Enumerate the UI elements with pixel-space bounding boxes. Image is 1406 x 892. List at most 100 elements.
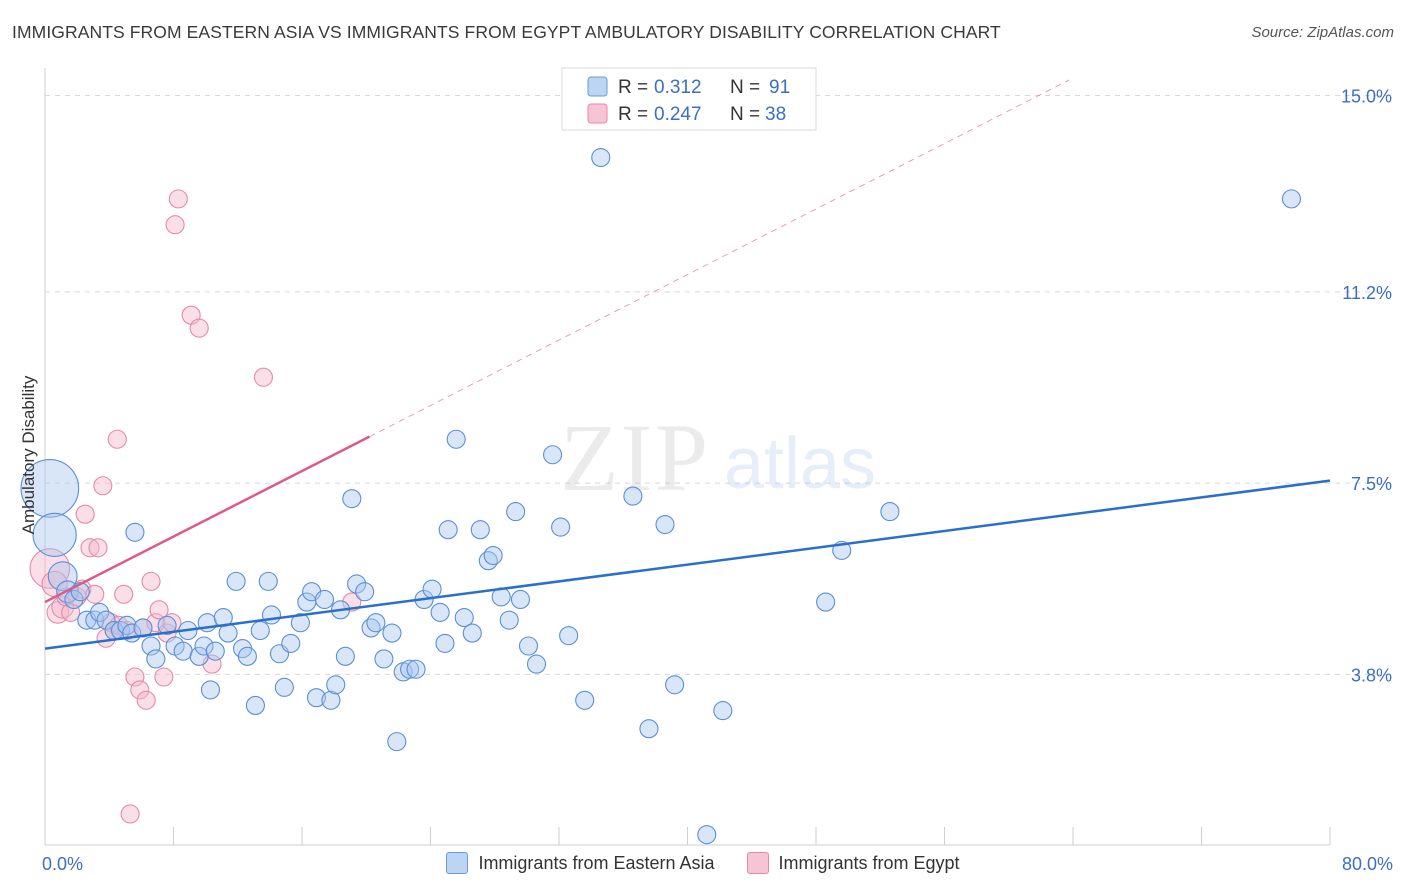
eastern-asia-point-90	[1281, 189, 1301, 209]
eastern-asia-point-38	[281, 633, 301, 653]
y-tick-label-2: 11.2%	[1342, 283, 1392, 303]
legend-n-label-blue: N =	[730, 77, 760, 98]
eastern-asia-point-50	[355, 582, 375, 602]
legend-label-egypt: Immigrants from Egypt	[778, 852, 960, 873]
egypt-point-8	[75, 504, 95, 524]
eastern-asia-point-71	[499, 610, 519, 630]
eastern-asia-point-75	[526, 654, 547, 674]
eastern-asia-point-53	[374, 649, 394, 669]
x-tick-labels: 0.0% 80.0%	[42, 854, 1393, 874]
egypt-point-17	[114, 584, 134, 604]
eastern-asia-point-77	[551, 517, 571, 537]
y-tick-label-1: 7.5%	[1351, 474, 1392, 494]
trend-line-egypt	[44, 435, 371, 604]
trend-line-eastern-asia	[44, 479, 1331, 650]
eastern-asia-point-54	[382, 623, 402, 643]
eastern-asia-point-44	[321, 690, 341, 710]
eastern-asia-point-85	[697, 825, 717, 845]
legend-swatch-pink	[587, 103, 608, 124]
eastern-asia-point-27	[213, 608, 233, 628]
eastern-asia-point-69	[483, 545, 503, 566]
egypt-point-35	[253, 367, 274, 387]
eastern-asia-point-84	[665, 675, 685, 695]
legend-item-eastern-asia: Immigrants from Eastern Asia	[446, 852, 715, 874]
eastern-asia-point-42	[306, 688, 327, 708]
eastern-asia-point-39	[290, 613, 310, 633]
eastern-asia-point-86	[713, 701, 733, 721]
egypt-point-12	[93, 476, 113, 496]
legend-r-value-blue: 0.312	[654, 77, 702, 98]
eastern-asia-point-31	[237, 646, 257, 666]
egypt-point-11	[88, 538, 108, 558]
watermark: ZIP atlas	[560, 404, 876, 511]
eastern-asia-point-33	[250, 620, 270, 641]
eastern-asia-point-0	[20, 458, 80, 518]
eastern-asia-point-57	[400, 659, 420, 679]
eastern-asia-point-16	[141, 636, 161, 656]
eastern-asia-point-76	[543, 445, 563, 465]
legend-n-value-blue: 91	[769, 77, 790, 98]
trend-line-egypt-extension	[369, 79, 1070, 438]
eastern-asia-point-43	[314, 589, 335, 610]
egypt-point-30	[165, 215, 185, 235]
legend-r-label-pink: R =	[618, 104, 648, 125]
eastern-asia-point-29	[226, 571, 246, 591]
egypt-point-9	[80, 538, 100, 558]
eastern-asia-point-49	[347, 574, 367, 594]
eastern-asia-point-20	[173, 641, 193, 661]
eastern-asia-point-32	[245, 695, 265, 715]
eastern-asia-point-9	[96, 610, 116, 630]
egypt-point-27	[154, 667, 174, 687]
eastern-asia-point-28	[218, 623, 238, 643]
eastern-asia-point-74	[518, 636, 539, 656]
eastern-asia-point-60	[422, 579, 442, 599]
legend-label-eastern-asia: Immigrants from Eastern Asia	[478, 852, 715, 873]
series-eastern-asia-points	[20, 147, 1301, 845]
egypt-point-23	[136, 690, 156, 710]
y-axis-label: Ambulatory Disability	[19, 375, 38, 534]
eastern-asia-point-87	[816, 592, 836, 612]
eastern-asia-point-72	[506, 502, 526, 522]
source-credit: Source: ZipAtlas.com	[1251, 24, 1394, 41]
eastern-asia-point-66	[462, 623, 482, 643]
eastern-asia-point-2	[47, 561, 78, 592]
eastern-asia-point-61	[430, 602, 450, 622]
watermark-zip: ZIP	[560, 404, 710, 511]
legend-item-egypt: Immigrants from Egypt	[746, 852, 960, 874]
eastern-asia-point-18	[157, 615, 177, 635]
eastern-asia-point-81	[623, 486, 643, 506]
trend-lines	[44, 79, 1331, 650]
eastern-asia-point-78	[559, 626, 579, 646]
eastern-asia-point-67	[470, 520, 490, 540]
eastern-asia-point-82	[639, 719, 659, 739]
egypt-point-20	[125, 667, 145, 687]
chart-title: IMMIGRANTS FROM EASTERN ASIA VS IMMIGRAN…	[12, 22, 1001, 42]
eastern-asia-point-83	[655, 514, 675, 535]
bottom-legend: Immigrants from Eastern Asia Immigrants …	[0, 852, 1406, 874]
eastern-asia-point-79	[575, 690, 595, 710]
series-egypt-points	[29, 189, 362, 824]
eastern-asia-point-8	[90, 602, 110, 622]
axes	[44, 68, 1331, 846]
eastern-asia-point-34	[258, 571, 278, 591]
egypt-point-24	[141, 571, 161, 591]
eastern-asia-point-26	[205, 641, 225, 661]
legend-swatch-eastern-asia	[446, 852, 469, 874]
eastern-asia-point-23	[194, 636, 214, 656]
legend-n-label-pink: N =	[730, 104, 760, 125]
egypt-point-33	[189, 318, 209, 338]
egypt-point-36	[107, 429, 127, 449]
eastern-asia-point-35	[261, 605, 282, 625]
egypt-point-19	[120, 804, 140, 824]
eastern-asia-point-89	[880, 502, 900, 522]
egypt-point-31	[168, 189, 188, 209]
eastern-asia-point-64	[446, 429, 466, 449]
eastern-asia-point-1	[32, 512, 77, 558]
eastern-asia-point-80	[591, 147, 611, 168]
eastern-asia-point-73	[510, 589, 531, 610]
y-tick-labels: 3.8% 7.5% 11.2% 15.0%	[1341, 87, 1392, 686]
eastern-asia-point-37	[274, 677, 294, 697]
y-tick-label-0: 3.8%	[1351, 665, 1392, 685]
eastern-asia-point-52	[366, 613, 386, 633]
